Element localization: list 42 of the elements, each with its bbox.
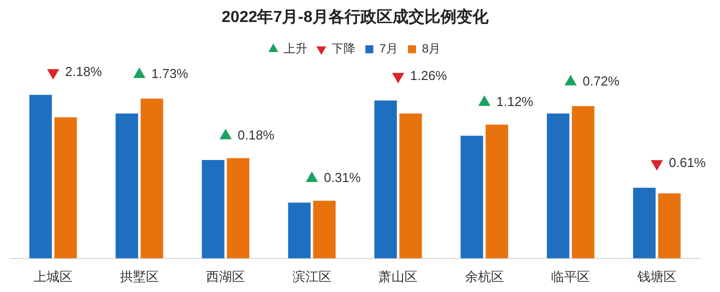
annotation: 0.61% bbox=[668, 155, 706, 170]
legend-label: 7月 bbox=[379, 42, 398, 56]
bar bbox=[572, 106, 594, 258]
x-tick-label: 临平区 bbox=[551, 268, 590, 284]
legend-label: 下降 bbox=[331, 42, 356, 56]
annotation: 0.31% bbox=[324, 170, 362, 186]
bar bbox=[633, 188, 656, 258]
bar bbox=[202, 160, 224, 258]
point bbox=[306, 172, 318, 182]
annotation: 0.72% bbox=[582, 73, 620, 88]
x-tick-label: 上城区 bbox=[34, 268, 73, 284]
bar bbox=[460, 136, 484, 258]
point bbox=[133, 67, 146, 78]
bar bbox=[399, 114, 422, 258]
point bbox=[564, 74, 577, 86]
chart-title: 2022年7月-8月各行政区成交比例变化 bbox=[222, 7, 490, 26]
bar bbox=[226, 158, 250, 258]
bar bbox=[486, 124, 508, 258]
x-tick-label: 余杭区 bbox=[464, 268, 504, 284]
x-tick-label: 拱墅区 bbox=[120, 268, 159, 284]
bar bbox=[374, 100, 397, 258]
legend-label: 8月 bbox=[422, 42, 441, 56]
bar bbox=[658, 193, 681, 258]
annotation: 0.18% bbox=[238, 127, 275, 142]
bar bbox=[288, 202, 311, 258]
bar bbox=[313, 200, 336, 258]
bar bbox=[29, 94, 52, 258]
bar bbox=[54, 117, 77, 258]
annotation: 1.12% bbox=[496, 94, 534, 109]
x-tick-label: 滨江区 bbox=[292, 268, 332, 284]
x-tick-label: 钱塘区 bbox=[636, 268, 676, 284]
legend-label: 上升 bbox=[283, 42, 308, 56]
point bbox=[220, 128, 232, 140]
x-tick-label: 萧山区 bbox=[378, 268, 418, 284]
bar bbox=[546, 114, 570, 258]
annotation: 1.73% bbox=[151, 66, 189, 82]
point bbox=[478, 95, 490, 106]
annotation: 2.18% bbox=[65, 64, 102, 80]
bar bbox=[116, 114, 138, 258]
bar bbox=[140, 98, 164, 258]
x-tick-label: 西湖区 bbox=[206, 268, 246, 284]
annotation: 1.26% bbox=[410, 68, 448, 83]
